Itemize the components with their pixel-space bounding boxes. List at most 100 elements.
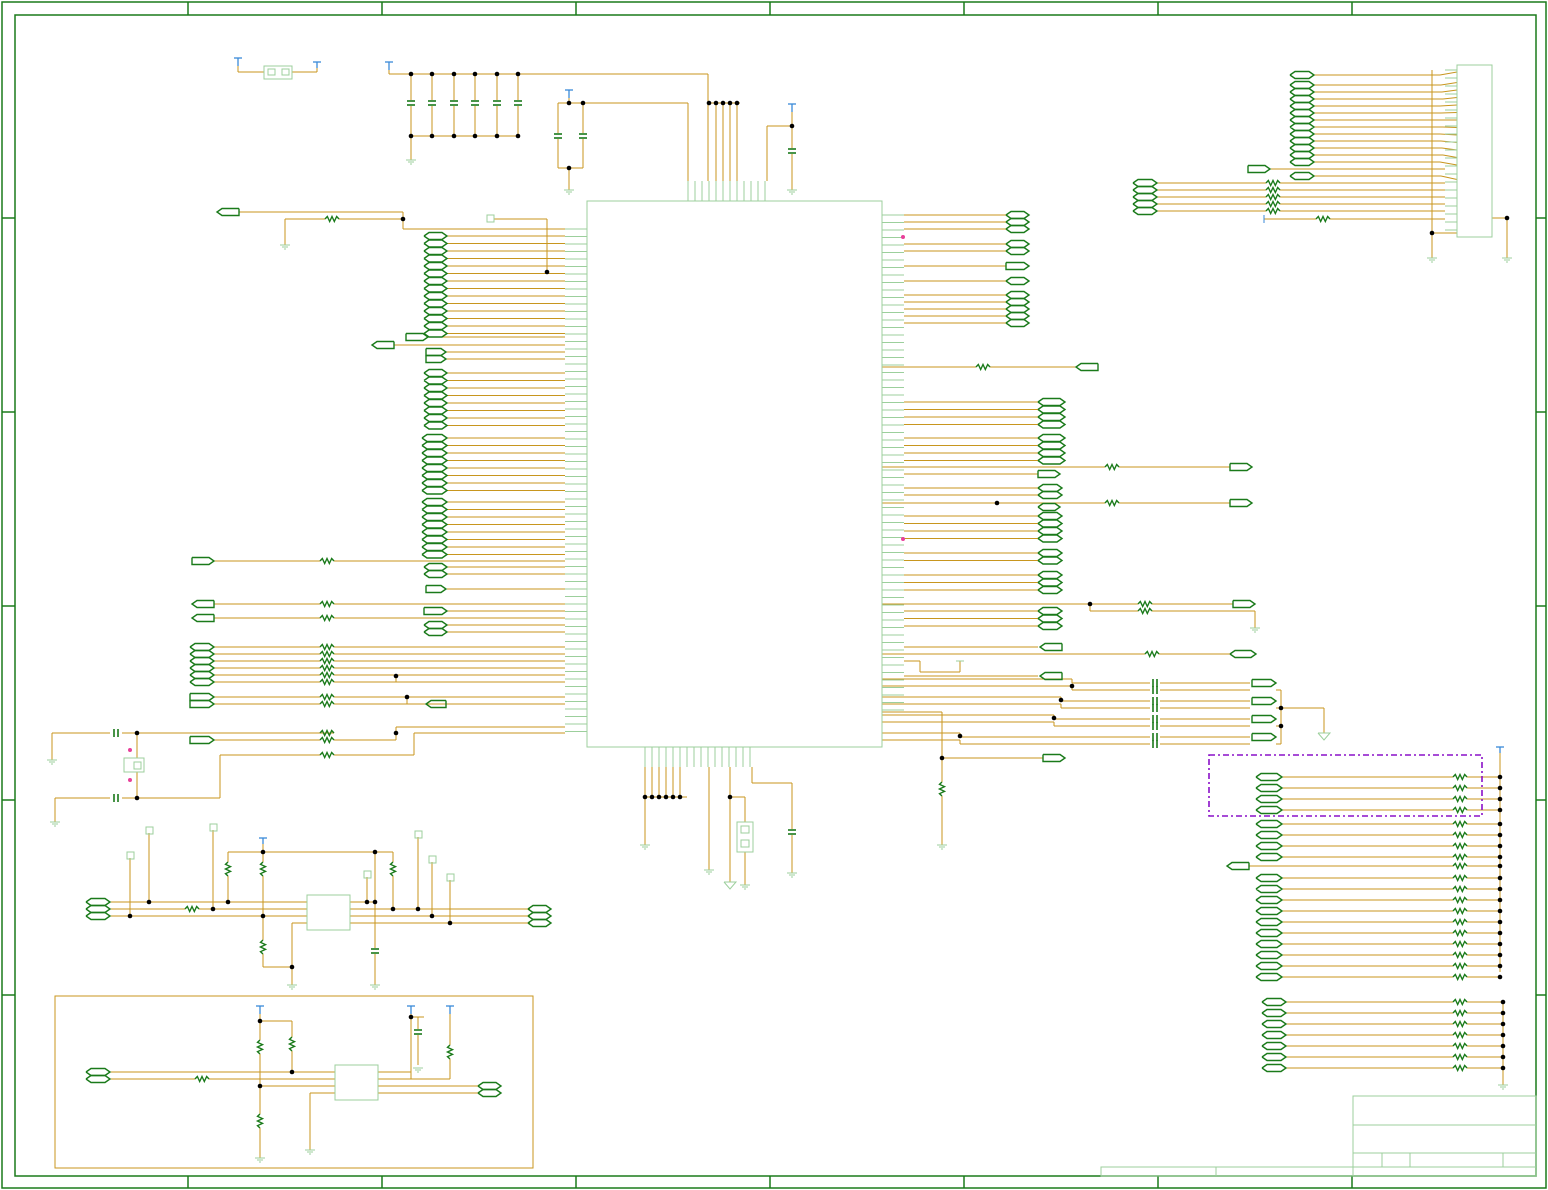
junction-dot: [706, 100, 712, 106]
net-label-bidir: [1005, 318, 1031, 328]
net-label-bidir: [1005, 297, 1031, 307]
resistor: [319, 670, 335, 680]
no-connect-marker: [901, 235, 905, 239]
net-label-bidir: [1255, 805, 1284, 815]
net-label-bidir: [1289, 101, 1316, 111]
net-label: [1229, 462, 1254, 472]
net-label-bidir: [423, 254, 449, 263]
net-label-bidir: [527, 904, 553, 914]
junction-dot: [472, 71, 478, 77]
junction-dot: [390, 906, 396, 912]
net-label-bidir: [1132, 185, 1159, 195]
junction-dot: [1497, 863, 1503, 869]
junction-dot: [1087, 601, 1093, 607]
junction-dot: [372, 899, 378, 905]
wire: [1442, 154, 1458, 158]
net-label: [423, 606, 449, 616]
resistor: [319, 728, 335, 738]
net-label-bidir: [421, 535, 449, 544]
net-label-bidir: [189, 642, 216, 652]
resistor: [1452, 852, 1468, 862]
components: [54, 64, 1493, 1169]
net-label-bidir: [421, 505, 449, 514]
junction-dot: [656, 794, 662, 800]
junction-dot: [727, 100, 733, 106]
net-label: [189, 699, 216, 709]
net-label-bidir: [1289, 122, 1316, 132]
resistor: [1452, 1052, 1468, 1062]
net-label-bidir: [1255, 884, 1284, 894]
resistor: [1452, 906, 1468, 916]
resistor: [319, 656, 335, 666]
wire: [1440, 112, 1458, 114]
net-label-bidir: [527, 911, 553, 921]
resistor: [1452, 950, 1468, 960]
junction-dot: [1497, 807, 1503, 813]
resistor: [319, 692, 335, 702]
ground-arrow: [1317, 732, 1332, 741]
junction-dot: [1497, 930, 1503, 936]
resistor: [319, 750, 335, 760]
resistor: [1452, 895, 1468, 905]
junction-dot: [713, 100, 719, 106]
main-ic: [586, 200, 883, 748]
net-label: [1251, 696, 1278, 706]
net-label-bidir: [423, 383, 449, 393]
net-label: [425, 347, 448, 357]
net-label-bidir: [1005, 239, 1031, 249]
resistor: [1452, 1041, 1468, 1051]
wire: [1439, 104, 1458, 107]
net-label-bidir: [1037, 585, 1064, 595]
junction-dot: [580, 100, 586, 106]
regulator-ic-upper: [306, 894, 351, 931]
junction-dot: [720, 100, 726, 106]
junction-dot: [429, 71, 435, 77]
junction-dot: [260, 913, 266, 919]
resistor: [388, 861, 398, 877]
net-label-bidir: [421, 478, 449, 488]
net-label-bidir: [85, 1067, 112, 1077]
net-label: [1005, 261, 1031, 271]
net-label-bidir: [423, 261, 449, 271]
junction-dot: [289, 964, 295, 970]
junction-dot: [994, 500, 1000, 506]
net-label-bidir: [189, 677, 216, 687]
net-label-bidir: [421, 456, 449, 465]
net-label: [405, 332, 430, 342]
resistor: [1452, 794, 1468, 804]
resistor: [255, 1039, 265, 1055]
inner-frame: [14, 14, 1537, 1177]
resistor: [1452, 819, 1468, 829]
net-label-bidir: [1037, 534, 1064, 543]
junction-dot: [1497, 821, 1503, 827]
junction-dot: [515, 71, 521, 77]
junction-dot: [415, 906, 421, 912]
junction-dot: [372, 849, 378, 855]
net-label-bidir: [421, 433, 449, 443]
resistor: [1265, 178, 1281, 188]
resistor: [319, 649, 335, 659]
resistor: [975, 362, 991, 372]
junction-dot: [408, 1014, 414, 1020]
net-label: [425, 354, 448, 364]
wire: [1442, 126, 1458, 128]
net-label-bidir: [1037, 570, 1064, 580]
net-label-bidir: [1255, 772, 1284, 782]
net-label-bidir: [189, 656, 216, 666]
net-label-bidir: [423, 291, 449, 301]
pin-header-connector: [1456, 64, 1493, 238]
resistor: [319, 613, 335, 623]
net-label-bidir: [1255, 830, 1284, 840]
junction-dot: [451, 133, 457, 139]
resistor: [1452, 772, 1468, 782]
net-label-bidir: [423, 569, 449, 579]
net-label-bidir: [1261, 1019, 1288, 1029]
net-label-bidir: [1005, 210, 1031, 220]
ground-arrow: [723, 881, 738, 890]
net-label: [425, 584, 448, 594]
net-label-bidir: [1255, 972, 1284, 982]
net-label-bidir: [423, 413, 449, 423]
junction-dot: [1058, 697, 1064, 703]
junction-dot: [210, 906, 216, 912]
